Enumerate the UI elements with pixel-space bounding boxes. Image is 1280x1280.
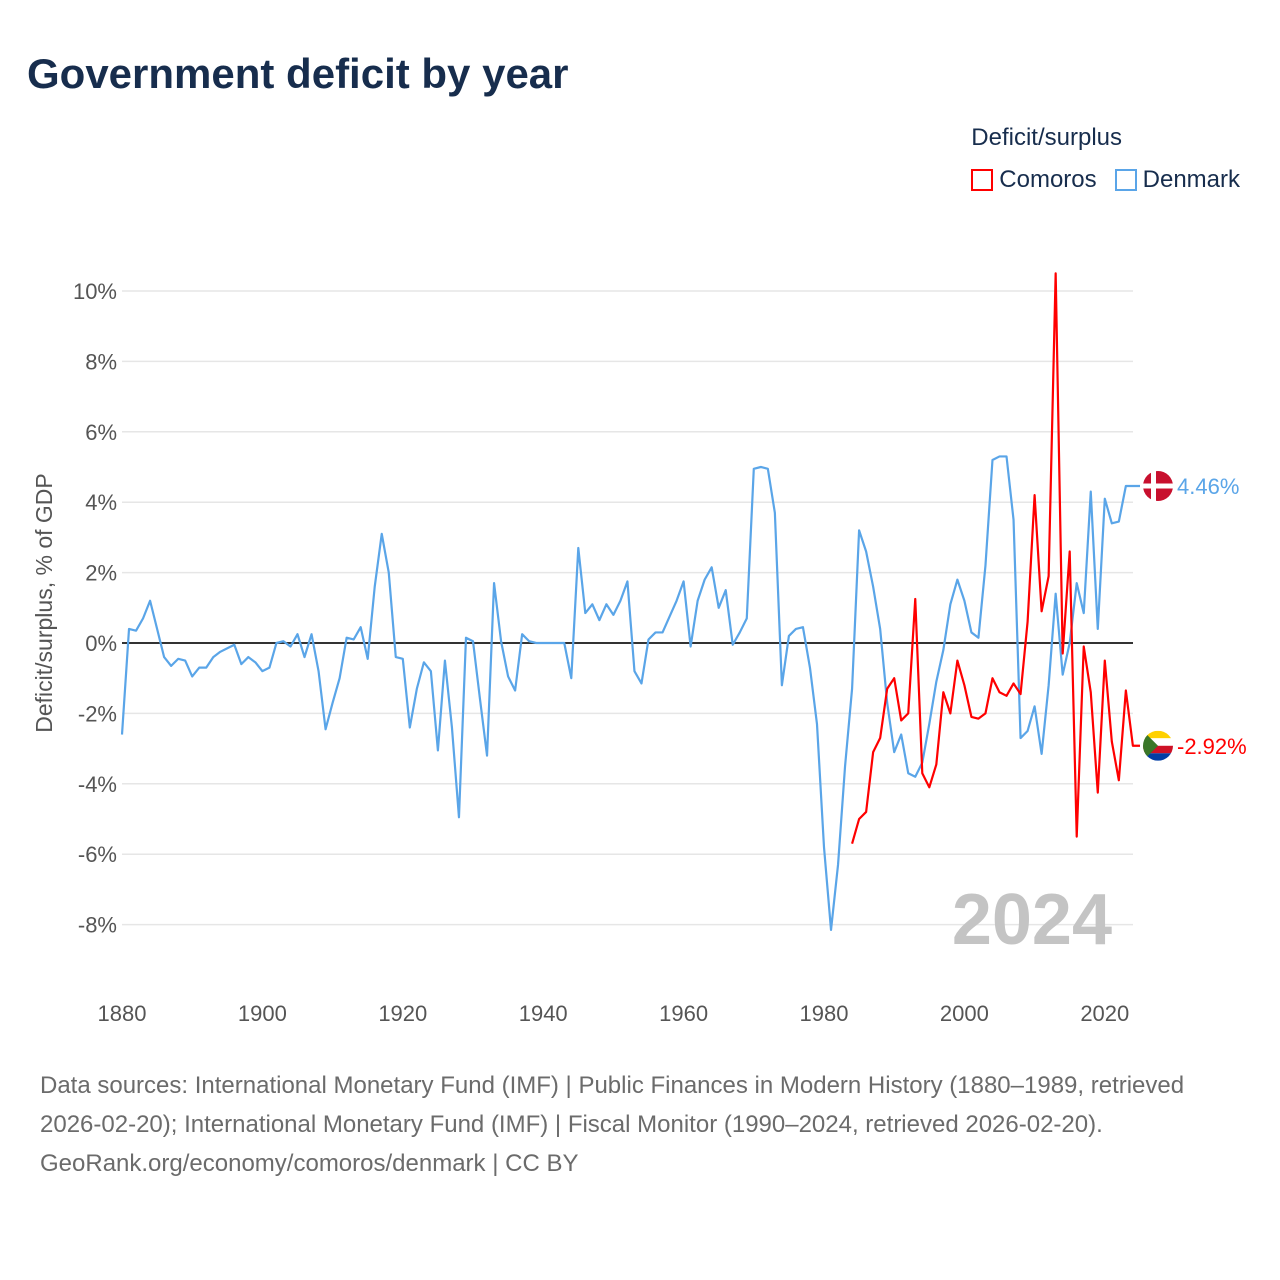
y-tick-label: 4%	[85, 490, 117, 515]
legend-title: Deficit/surplus	[971, 124, 1122, 151]
data-sources: Data sources: International Monetary Fun…	[40, 1072, 1185, 1138]
y-tick-label: 0%	[85, 631, 117, 656]
y-tick-label: -6%	[78, 842, 117, 867]
chart-title: Government deficit by year	[27, 50, 569, 97]
year-watermark: 2024	[952, 880, 1112, 960]
end-label-comoros: -2.92%	[1177, 734, 1247, 759]
comoros-flag-icon	[1143, 730, 1173, 761]
legend-label-denmark: Denmark	[1142, 166, 1240, 193]
x-tick-label: 1960	[659, 1001, 708, 1026]
x-tick-label: 1980	[800, 1001, 849, 1026]
series-line-denmark[interactable]	[120, 455, 1140, 931]
y-tick-label: -2%	[78, 701, 117, 726]
legend: Deficit/surplus Comoros Denmark	[971, 124, 1240, 194]
legend-swatch-comoros	[971, 169, 994, 191]
y-tick-label: 6%	[85, 420, 117, 445]
x-tick-label: 2000	[940, 1001, 989, 1026]
y-tick-label: -8%	[78, 913, 117, 938]
x-tick-label: 1900	[238, 1001, 287, 1026]
y-tick-label: 8%	[85, 349, 117, 374]
y-tick-label: 2%	[85, 561, 117, 586]
footer: Data sources: International Monetary Fun…	[40, 1066, 1240, 1183]
x-tick-label: 1920	[378, 1001, 427, 1026]
legend-item-comoros[interactable]: Comoros	[971, 166, 1097, 194]
x-tick-label: 1880	[98, 1001, 147, 1026]
denmark-flag-icon	[1143, 471, 1173, 502]
legend-item-denmark[interactable]: Denmark	[1114, 166, 1240, 194]
line-chart: -8% -6% -4% -2% 0% 2% 4% 6% 8% 10% 1880 1900 1920 19…	[31, 272, 1247, 1026]
legend-label-comoros: Comoros	[999, 166, 1097, 193]
legend-swatch-denmark	[1114, 169, 1137, 191]
credit-link[interactable]: GeoRank.org/economy/comoros/denmark | CC…	[40, 1150, 579, 1177]
y-tick-label: 10%	[73, 279, 117, 304]
x-tick-label: 1940	[519, 1001, 568, 1026]
x-tick-label: 2020	[1080, 1001, 1129, 1026]
y-tick-label: -4%	[78, 772, 117, 797]
series-line-comoros[interactable]	[851, 272, 1140, 844]
end-label-denmark: 4.46%	[1177, 474, 1239, 499]
y-axis-label: Deficit/surplus, % of GDP	[31, 473, 57, 732]
